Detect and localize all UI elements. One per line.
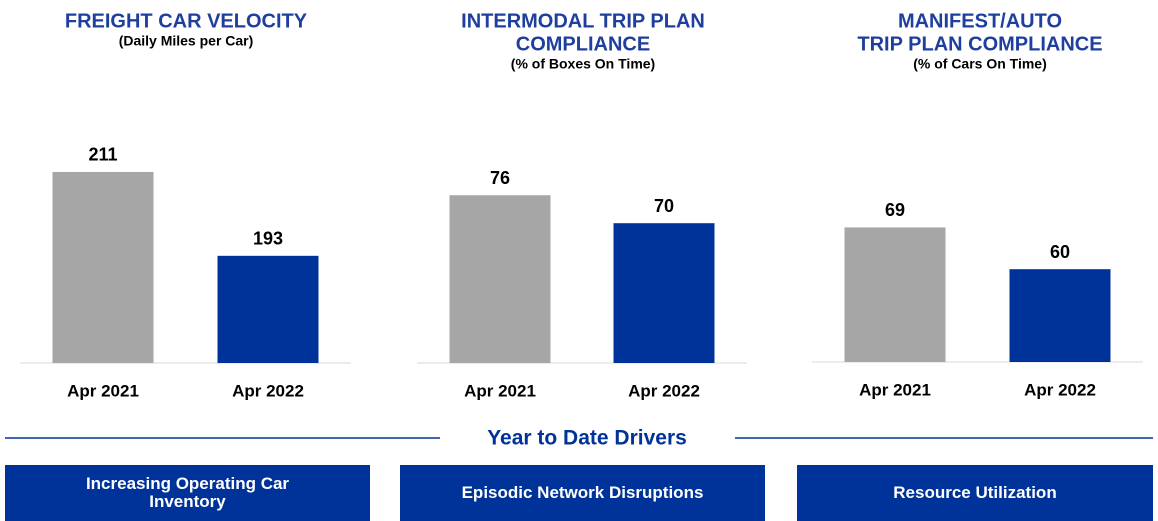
bar [1009, 269, 1111, 362]
chart-title: TRIP PLAN COMPLIANCE [857, 33, 1102, 55]
x-tick-label: Apr 2022 [628, 381, 700, 400]
driver-label: Resource Utilization [893, 483, 1057, 502]
x-tick-label: Apr 2022 [1024, 380, 1096, 399]
chart-title: INTERMODAL TRIP PLAN [461, 10, 705, 32]
value-label: 70 [654, 196, 674, 216]
value-label: 76 [490, 168, 510, 188]
driver-box: Resource Utilization [797, 465, 1153, 521]
chart-title: FREIGHT CAR VELOCITY [65, 10, 308, 32]
value-label: 69 [885, 200, 905, 220]
driver-label: Increasing Operating Car Inventory [85, 474, 290, 511]
value-label: 193 [253, 229, 283, 249]
driver-label: Episodic Network Disruptions [461, 483, 704, 502]
x-tick-label: Apr 2022 [232, 381, 304, 400]
x-tick-label: Apr 2021 [67, 381, 139, 400]
x-tick-label: Apr 2021 [464, 381, 536, 400]
chart-subtitle: (% of Cars On Time) [913, 56, 1047, 72]
value-label: 60 [1050, 242, 1070, 262]
chart-title: COMPLIANCE [516, 33, 650, 55]
chart-subtitle: (Daily Miles per Car) [119, 33, 254, 49]
bar [52, 171, 154, 363]
x-tick-label: Apr 2021 [859, 380, 931, 399]
value-label: 211 [88, 145, 117, 165]
chart-title: MANIFEST/AUTO [898, 10, 1062, 32]
section-title: Year to Date Drivers [487, 427, 687, 450]
driver-box: Episodic Network Disruptions [400, 465, 765, 521]
bar [844, 227, 946, 362]
bar [449, 195, 551, 363]
chart-subtitle: (% of Boxes On Time) [511, 56, 655, 72]
bar [613, 223, 715, 363]
bar [217, 255, 319, 363]
driver-box: Increasing Operating Car Inventory [5, 465, 370, 521]
